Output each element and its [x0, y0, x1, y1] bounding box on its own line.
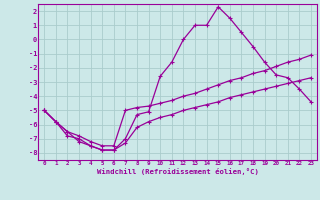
X-axis label: Windchill (Refroidissement éolien,°C): Windchill (Refroidissement éolien,°C) — [97, 168, 259, 175]
